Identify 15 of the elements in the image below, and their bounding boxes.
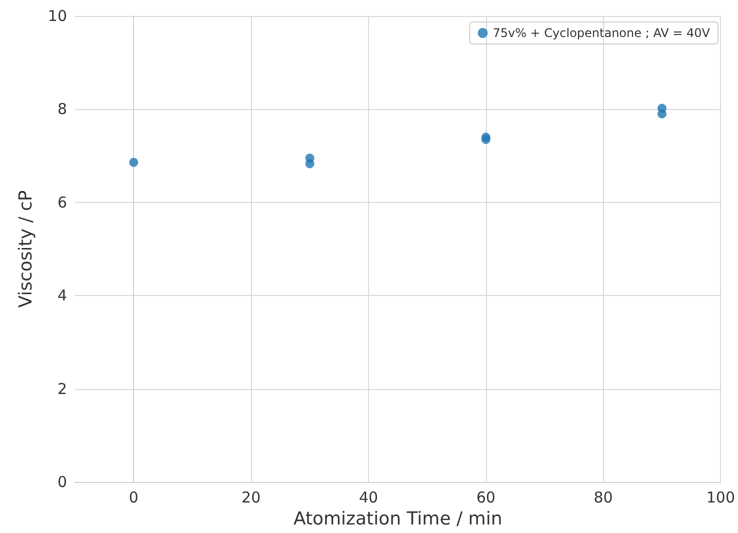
y-tick-label: 0: [57, 473, 67, 491]
x-tick-label: 60: [476, 488, 496, 506]
legend-label: 75v% + Cyclopentanone ; AV = 40V: [492, 26, 711, 40]
x-tick-label: 80: [594, 488, 613, 506]
x-tick-label: 100: [706, 488, 736, 506]
y-tick-label: 8: [57, 100, 67, 118]
x-axis-title: Atomization Time / min: [293, 508, 502, 530]
y-tick-label: 4: [57, 286, 67, 305]
x-tick-label: 20: [242, 488, 261, 506]
y-tick-label: 10: [48, 7, 67, 25]
y-tick-label: 6: [57, 193, 67, 212]
y-tick-label: 2: [57, 380, 67, 398]
x-tick-label: 40: [358, 488, 378, 506]
x-tick-label: 0: [128, 488, 138, 506]
y-axis-title: Viscosity / cP: [16, 190, 36, 308]
